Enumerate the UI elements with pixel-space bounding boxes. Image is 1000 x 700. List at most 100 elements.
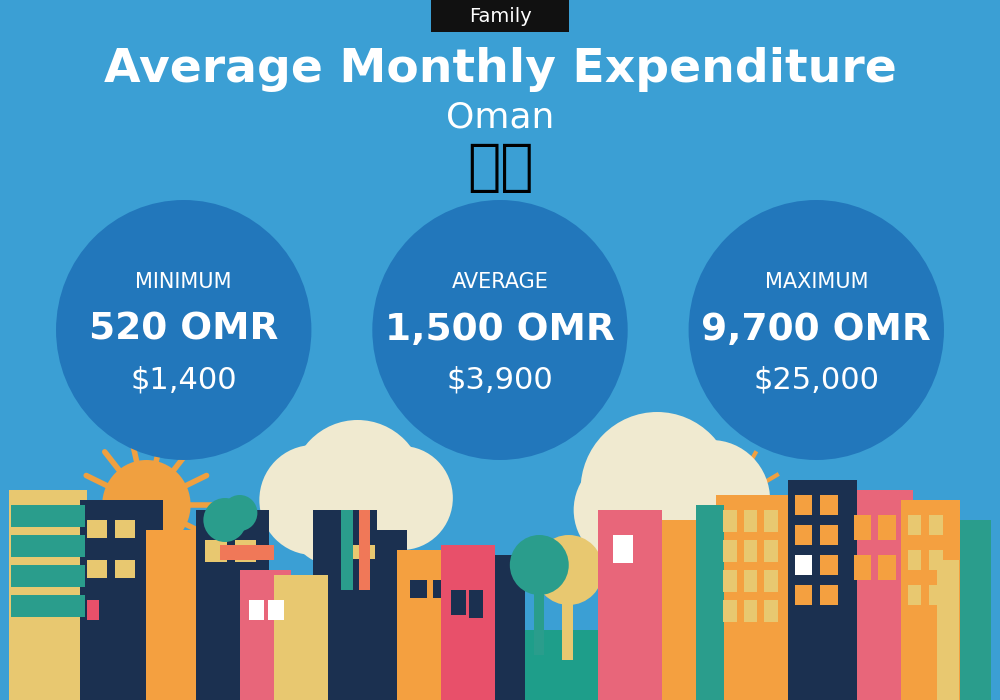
Bar <box>820 495 838 515</box>
Bar <box>764 540 778 562</box>
Text: 520 OMR: 520 OMR <box>89 312 278 348</box>
Bar <box>878 515 896 540</box>
Bar <box>764 510 778 532</box>
Bar <box>205 540 227 562</box>
Bar <box>716 495 795 700</box>
Bar <box>820 555 838 575</box>
Bar <box>598 510 662 700</box>
Text: 1,500 OMR: 1,500 OMR <box>385 312 615 348</box>
Bar <box>431 0 569 32</box>
Bar <box>846 490 913 700</box>
Bar <box>854 515 871 540</box>
Bar <box>469 600 483 618</box>
Bar <box>820 585 838 605</box>
Circle shape <box>689 200 944 460</box>
Bar <box>744 540 757 562</box>
Circle shape <box>581 412 734 568</box>
Bar <box>235 540 256 562</box>
Bar <box>908 585 921 605</box>
Circle shape <box>687 465 765 545</box>
Bar <box>87 520 107 538</box>
Bar <box>795 495 812 515</box>
Text: $3,900: $3,900 <box>447 365 553 395</box>
Bar <box>11 595 85 617</box>
Text: 9,700 OMR: 9,700 OMR <box>701 312 931 348</box>
Bar <box>495 555 525 700</box>
Text: 🇴🇲: 🇴🇲 <box>467 141 533 195</box>
Circle shape <box>574 455 682 565</box>
Bar <box>410 580 427 598</box>
Bar <box>952 520 991 700</box>
Bar <box>878 555 896 580</box>
Bar <box>908 550 921 570</box>
Circle shape <box>289 475 377 565</box>
Bar <box>908 515 921 535</box>
Bar <box>240 570 291 700</box>
Bar <box>788 480 857 700</box>
Bar <box>313 510 377 700</box>
Circle shape <box>56 200 311 460</box>
Bar <box>115 560 135 578</box>
Bar <box>341 510 353 590</box>
Bar <box>441 545 495 700</box>
Bar <box>268 600 284 620</box>
Bar <box>146 530 235 700</box>
Bar <box>795 585 812 605</box>
Text: MINIMUM: MINIMUM <box>135 272 232 292</box>
Bar <box>696 505 724 700</box>
Bar <box>723 570 737 592</box>
Bar <box>469 590 483 615</box>
Bar <box>929 585 943 605</box>
Bar <box>795 555 812 575</box>
Bar <box>9 490 87 700</box>
Text: $1,400: $1,400 <box>130 365 237 395</box>
Bar <box>764 570 778 592</box>
Circle shape <box>203 498 247 542</box>
Circle shape <box>222 495 257 531</box>
Bar <box>937 560 959 700</box>
Circle shape <box>534 535 603 605</box>
Circle shape <box>652 440 770 560</box>
Bar <box>642 520 716 700</box>
Bar <box>196 510 269 700</box>
Bar <box>562 578 573 660</box>
Bar <box>115 520 135 538</box>
Text: MAXIMUM: MAXIMUM <box>765 272 868 292</box>
Bar <box>613 535 633 563</box>
Bar <box>274 575 328 700</box>
Text: Average Monthly Expenditure: Average Monthly Expenditure <box>104 48 896 92</box>
Circle shape <box>351 446 453 550</box>
Text: Oman: Oman <box>446 101 554 135</box>
Bar <box>11 535 85 557</box>
Bar <box>348 545 375 559</box>
Bar <box>80 500 163 700</box>
Bar <box>451 590 466 615</box>
Bar <box>820 525 838 545</box>
Bar <box>87 560 107 578</box>
Bar <box>744 510 757 532</box>
Circle shape <box>291 420 424 556</box>
Bar <box>929 515 943 535</box>
Bar <box>901 500 960 700</box>
Bar <box>723 600 737 622</box>
Bar <box>723 510 737 532</box>
Bar <box>433 580 451 598</box>
Bar <box>795 555 812 575</box>
Bar <box>11 505 85 527</box>
Bar <box>929 550 943 570</box>
Bar <box>397 550 461 700</box>
Bar <box>87 600 99 620</box>
Bar <box>358 530 407 700</box>
Bar <box>9 630 991 700</box>
Bar <box>534 575 544 655</box>
Text: $25,000: $25,000 <box>753 365 879 395</box>
Bar <box>744 570 757 592</box>
Bar <box>744 600 757 622</box>
Circle shape <box>259 445 367 555</box>
Circle shape <box>510 535 569 595</box>
Bar <box>764 600 778 622</box>
Bar <box>461 570 515 700</box>
Circle shape <box>372 200 628 460</box>
Bar <box>723 540 737 562</box>
Bar <box>359 510 370 590</box>
